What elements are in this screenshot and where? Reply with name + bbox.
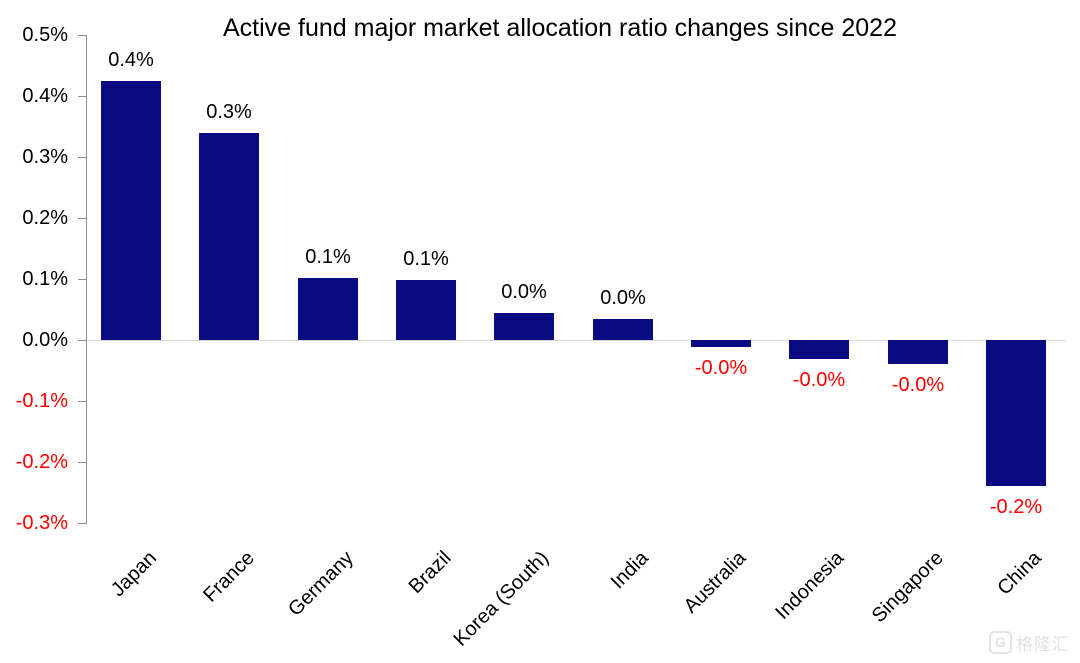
x-category-label: Brazil: [404, 547, 456, 598]
y-tick-mark: [78, 35, 86, 36]
y-axis-tick-label: 0.3%: [22, 146, 68, 168]
y-tick-mark: [78, 279, 86, 280]
bar: [888, 340, 948, 364]
bar-value-label: 0.0%: [501, 281, 547, 303]
x-category-label: Japan: [106, 547, 161, 602]
bar: [986, 340, 1046, 486]
y-axis-tick-label: 0.5%: [22, 24, 68, 46]
x-category-label: Singapore: [867, 547, 948, 628]
bar-value-label: -0.0%: [891, 374, 945, 396]
y-tick-mark: [78, 340, 86, 341]
y-axis-line: [86, 35, 87, 524]
watermark-brand-text: 格隆汇: [1016, 635, 1070, 654]
y-tick-mark: [78, 218, 86, 219]
bar: [396, 280, 456, 340]
x-category-label: France: [198, 547, 259, 607]
x-category-label: Korea (South): [449, 547, 554, 651]
zero-baseline: [87, 340, 1066, 341]
x-category-label: China: [993, 547, 1046, 600]
y-tick-mark: [78, 401, 86, 402]
y-axis-tick-label: 0.4%: [22, 85, 68, 107]
bar-value-label: -0.2%: [989, 496, 1043, 518]
y-tick-mark: [78, 523, 86, 524]
bar-value-label: 0.1%: [305, 246, 351, 268]
bar: [789, 340, 849, 359]
x-category-label: India: [606, 547, 653, 594]
watermark-logo-icon: G: [989, 631, 1012, 654]
y-tick-mark: [78, 462, 86, 463]
bar-value-label: -0.0%: [792, 369, 846, 391]
bar: [298, 278, 358, 340]
bar-value-label: -0.0%: [694, 357, 748, 379]
bar-value-label: 0.3%: [206, 101, 252, 123]
y-axis-tick-label: -0.3%: [15, 512, 68, 534]
y-axis-tick-label: -0.1%: [15, 390, 68, 412]
bar: [691, 340, 751, 347]
x-category-label: Australia: [679, 547, 751, 618]
y-axis-tick-label: -0.2%: [15, 451, 68, 473]
y-axis-tick-label: 0.0%: [22, 329, 68, 351]
watermark: G 格隆汇: [989, 630, 1070, 655]
bar-value-label: 0.0%: [600, 287, 646, 309]
y-tick-mark: [78, 96, 86, 97]
y-axis-tick-label: 0.2%: [22, 207, 68, 229]
y-axis-tick-label: 0.1%: [22, 268, 68, 290]
bar-value-label: 0.1%: [403, 248, 449, 270]
chart-title: Active fund major market allocation rati…: [223, 14, 897, 42]
bar: [101, 81, 161, 340]
bar-value-label: 0.4%: [108, 49, 154, 71]
x-category-label: Germany: [283, 547, 358, 621]
x-category-label: Indonesia: [771, 547, 849, 624]
bar: [494, 313, 554, 340]
y-tick-mark: [78, 157, 86, 158]
bar: [593, 319, 653, 340]
bar: [199, 133, 259, 340]
